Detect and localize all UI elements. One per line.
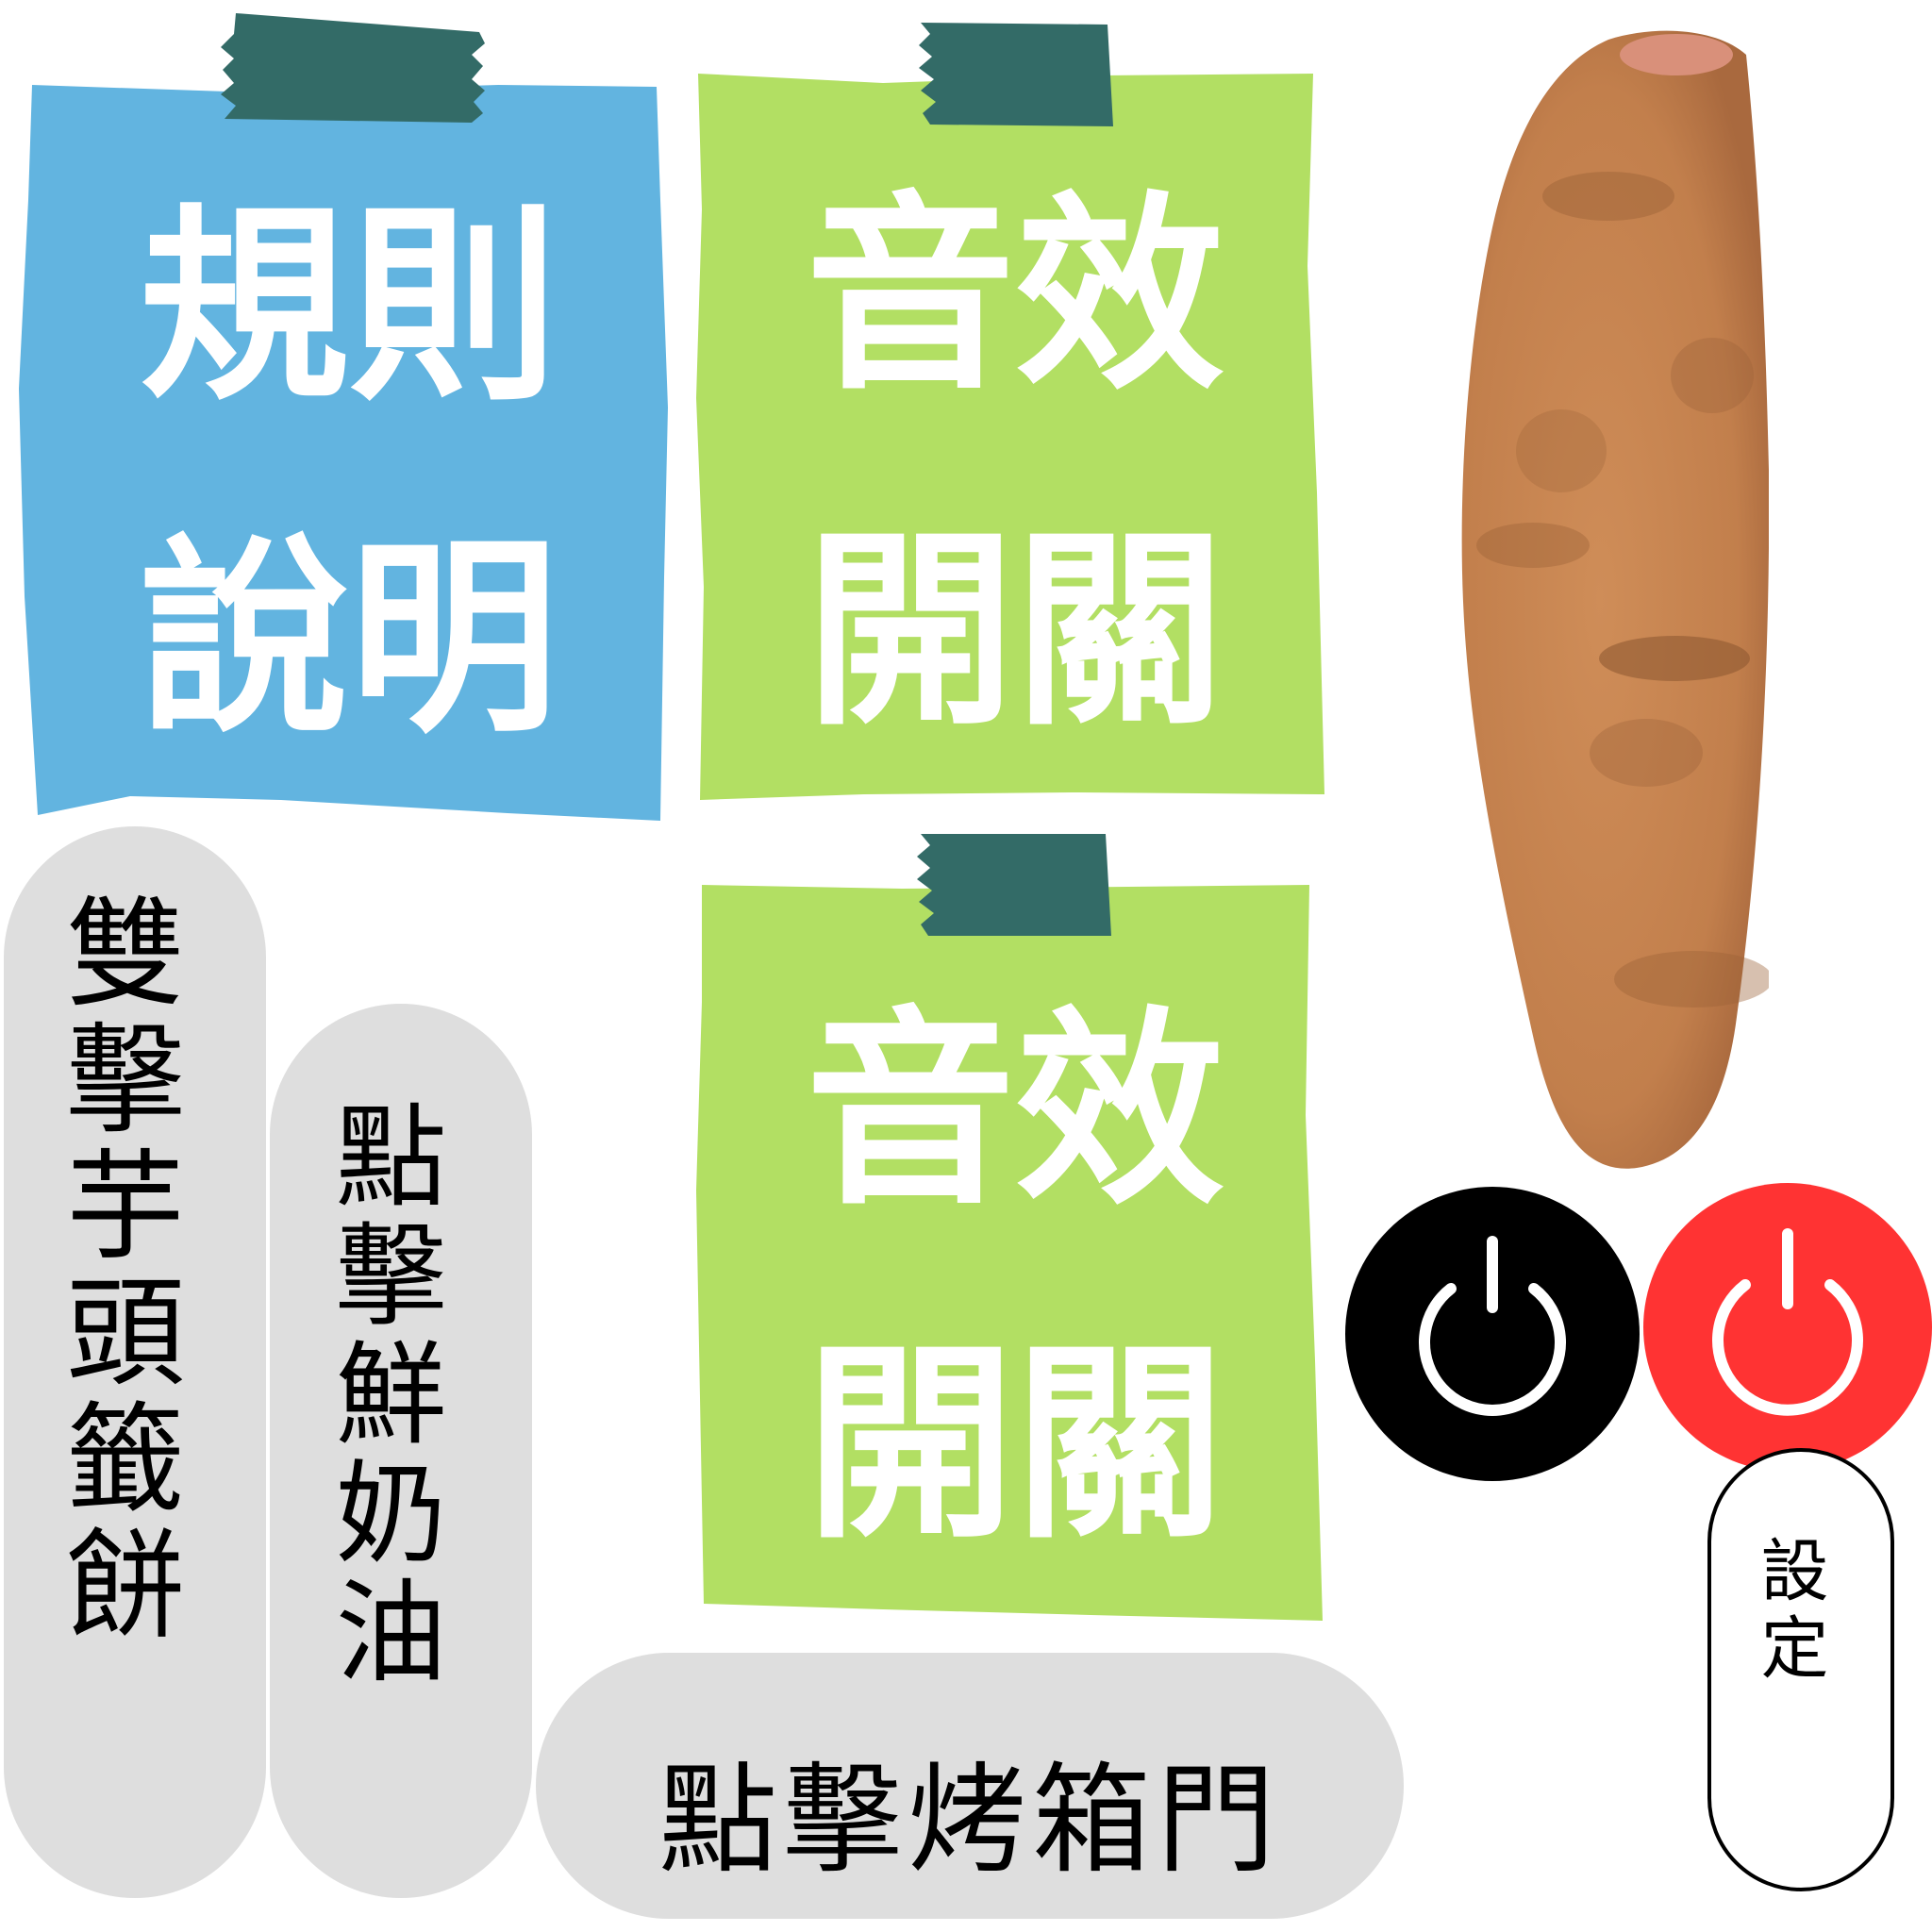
sound-card-line1: 音效	[806, 988, 1224, 1233]
double-click-taro-cake-label: 雙擊芋頭籤餅	[46, 891, 185, 1649]
rules-card-line2: 說明	[140, 516, 558, 761]
potato-body	[1461, 30, 1769, 1169]
sound-card-line2: 開關	[806, 508, 1224, 754]
potato-cut-end	[1620, 34, 1733, 75]
potato-mark	[1590, 719, 1703, 787]
double-click-taro-cake-button[interactable]: 雙擊芋頭籤餅	[4, 826, 266, 1898]
potato-mark	[1516, 409, 1607, 492]
click-oven-door-label: 點擊烤箱門	[658, 1751, 1281, 1890]
potato-mark	[1542, 172, 1674, 221]
power-button-off[interactable]	[1345, 1187, 1640, 1481]
power-icon	[1712, 1228, 1863, 1416]
sweet-potato-image	[1461, 30, 1769, 1169]
power-button-on[interactable]	[1643, 1183, 1932, 1472]
sound-toggle-card-off[interactable]: 音效 開關	[694, 832, 1332, 1626]
sound-card-paper	[696, 885, 1323, 1621]
rules-card-paper	[19, 85, 668, 821]
potato-mark	[1476, 523, 1590, 568]
tape-icon	[919, 23, 1113, 126]
tape-icon	[917, 834, 1111, 936]
settings-button[interactable]: 設定	[1707, 1448, 1894, 1891]
click-fresh-cream-label: 點擊鮮奶油	[316, 1098, 446, 1692]
potato-mark	[1614, 951, 1769, 1008]
rules-card-line1: 規則	[140, 184, 558, 429]
tape-icon	[221, 13, 485, 123]
potato-mark	[1671, 338, 1754, 413]
sound-toggle-card-on[interactable]: 音效 開關	[694, 21, 1332, 804]
click-oven-door-button[interactable]: 點擊烤箱門	[536, 1653, 1404, 1919]
sound-card-line2: 開關	[806, 1322, 1224, 1567]
power-icon	[1419, 1236, 1566, 1416]
potato-mark	[1599, 636, 1750, 681]
sound-card-line1: 音效	[806, 173, 1224, 418]
click-fresh-cream-button[interactable]: 點擊鮮奶油	[270, 1004, 532, 1898]
rules-card[interactable]: 規則 說明	[17, 11, 679, 824]
settings-label: 設定	[1749, 1535, 1828, 1690]
sound-card-paper	[696, 74, 1324, 800]
